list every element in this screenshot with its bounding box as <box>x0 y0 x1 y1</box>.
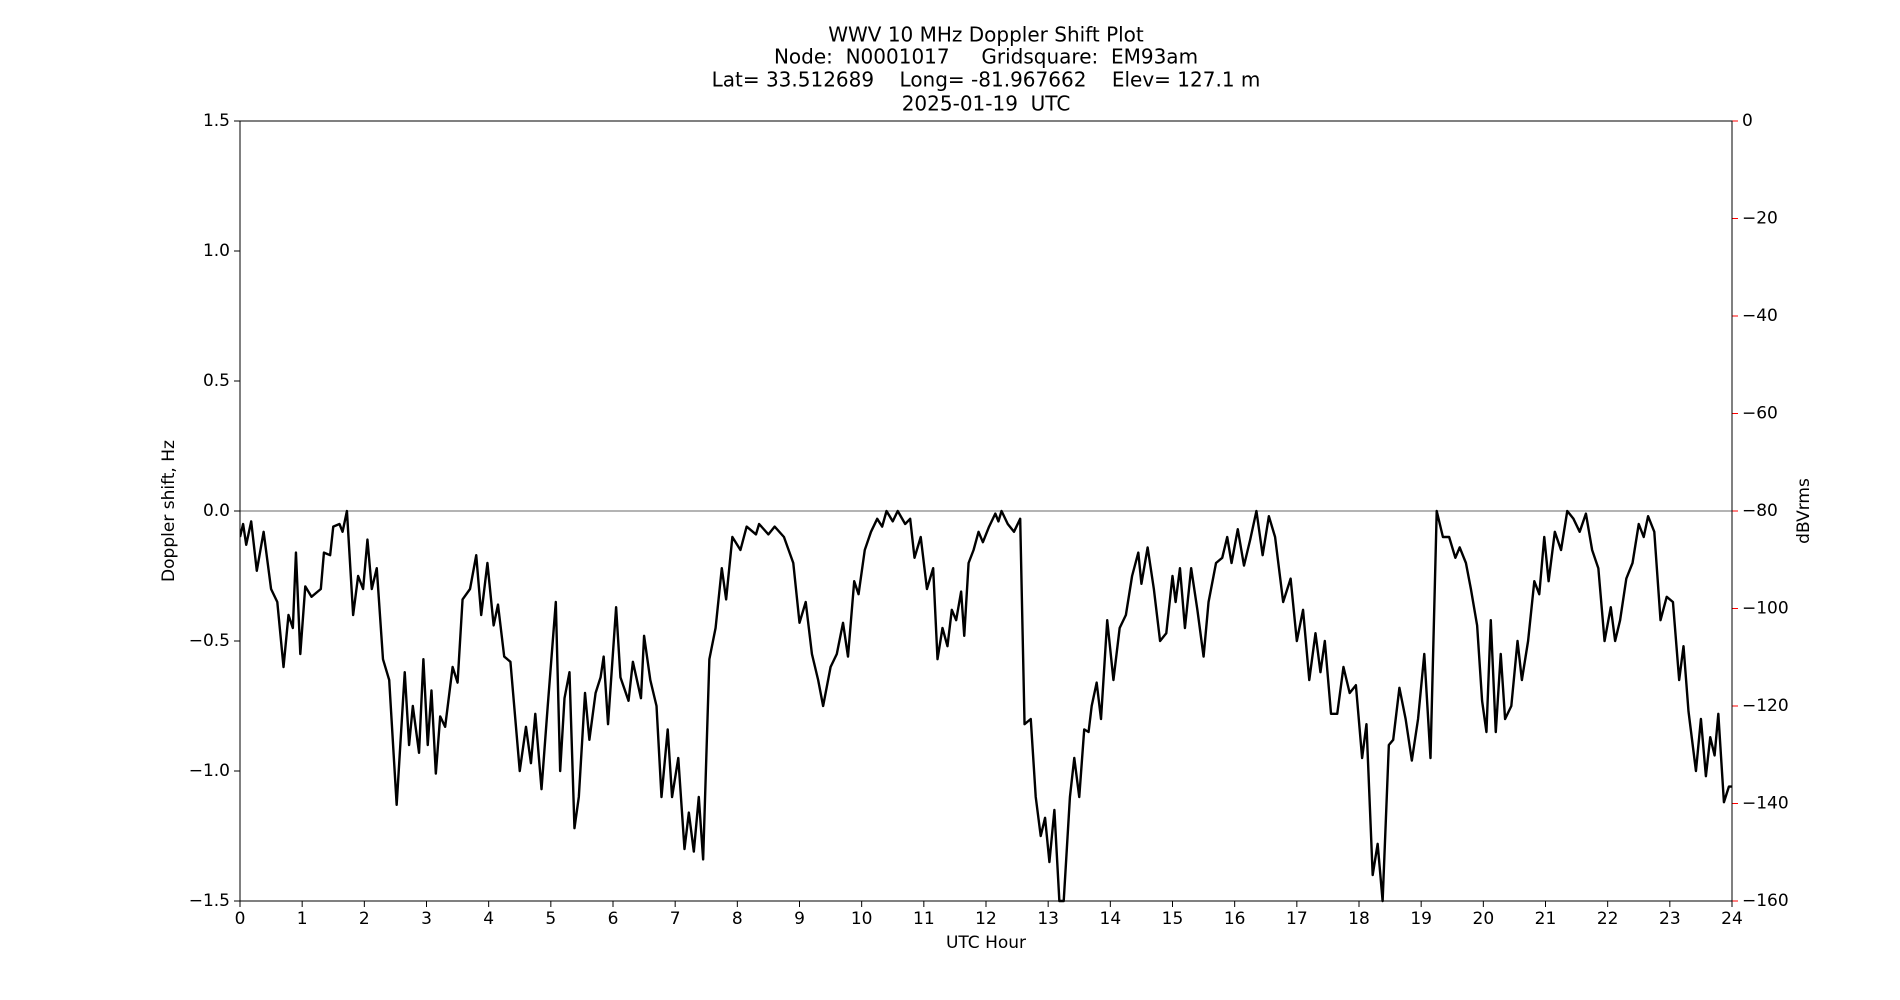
y2-tick-label: 0 <box>1742 111 1753 131</box>
x-tick-label: 4 <box>483 909 494 929</box>
x-tick-label: 14 <box>1100 909 1122 929</box>
x-tick-label: 3 <box>421 909 432 929</box>
y2-tick-label: −60 <box>1742 404 1778 424</box>
x-tick-label: 19 <box>1410 909 1432 929</box>
x-tick-label: 24 <box>1721 909 1743 929</box>
x-tick-label: 0 <box>235 909 246 929</box>
plot-frame <box>239 120 1733 902</box>
data-line <box>240 509 1732 903</box>
x-tick-label: 7 <box>670 909 681 929</box>
chart-title: WWV 10 MHz Doppler Shift Plot <box>828 23 1144 47</box>
x-tick-label: 12 <box>975 909 997 929</box>
y2-tick-label: −20 <box>1742 209 1778 229</box>
x-tick-label: 10 <box>851 909 873 929</box>
chart-title: Node: N0001017 Gridsquare: EM93am <box>774 45 1198 69</box>
x-tick-label: 21 <box>1535 909 1557 929</box>
y-tick-label: 1.0 <box>203 241 230 261</box>
y-axis-label: Doppler shift, Hz <box>159 440 179 582</box>
x-tick-label: 13 <box>1037 909 1059 929</box>
x-tick-label: 16 <box>1224 909 1246 929</box>
chart-title: 2025-01-19 UTC <box>902 92 1071 116</box>
x-tick-label: 5 <box>545 909 556 929</box>
x-tick-label: 8 <box>732 909 743 929</box>
x-tick-label: 23 <box>1659 909 1681 929</box>
y2-tick-label: −100 <box>1742 599 1789 619</box>
y-tick-label: −1.0 <box>189 761 230 781</box>
x-tick-label: 1 <box>297 909 308 929</box>
x-tick-label: 11 <box>913 909 935 929</box>
x-tick-label: 15 <box>1162 909 1184 929</box>
x-tick-label: 17 <box>1286 909 1308 929</box>
y-tick-label: −1.5 <box>189 891 230 911</box>
y-tick-label: 0.0 <box>203 501 230 521</box>
y-tick-label: 0.5 <box>203 371 230 391</box>
y2-tick-label: −80 <box>1742 501 1778 521</box>
x-tick-label: 2 <box>359 909 370 929</box>
y2-tick-label: −40 <box>1742 306 1778 326</box>
y2-tick-label: −160 <box>1742 891 1789 911</box>
y2-tick-label: −140 <box>1742 794 1789 814</box>
y2-axis-label: dBVrms <box>1794 478 1814 544</box>
x-tick-label: 18 <box>1348 909 1370 929</box>
chart-title: Lat= 33.512689 Long= -81.967662 Elev= 12… <box>712 68 1261 92</box>
y-tick-label: −0.5 <box>189 631 230 651</box>
x-tick-label: 9 <box>794 909 805 929</box>
x-axis-label: UTC Hour <box>946 933 1026 953</box>
y2-tick-label: −120 <box>1742 696 1789 716</box>
y-tick-label: 1.5 <box>203 111 230 131</box>
x-tick-label: 22 <box>1597 909 1619 929</box>
x-tick-label: 6 <box>608 909 619 929</box>
x-tick-label: 20 <box>1473 909 1495 929</box>
